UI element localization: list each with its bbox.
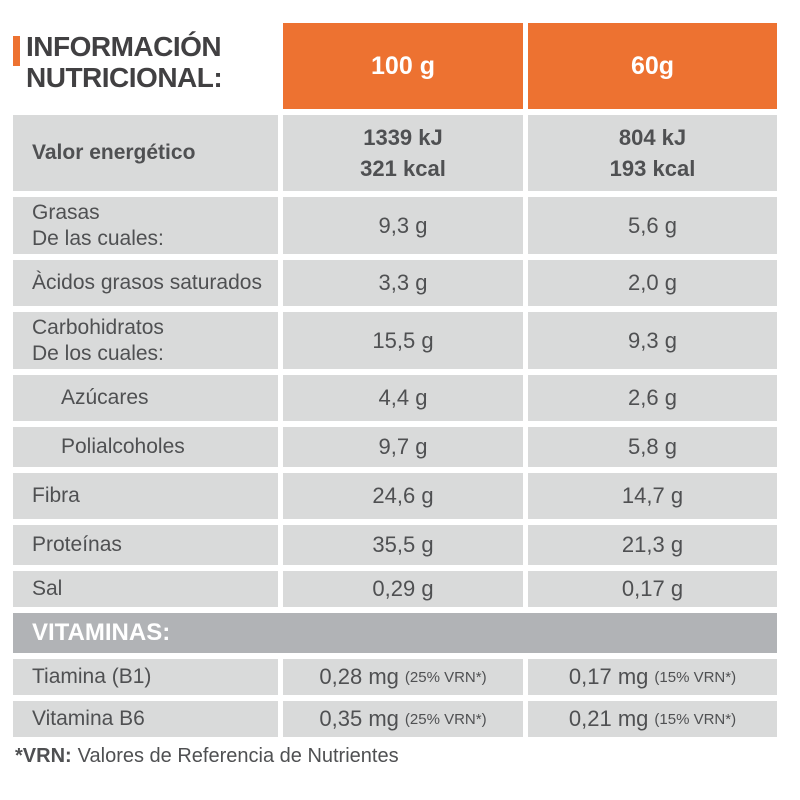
row-b6-value-100g: 0,35 mg (25% VRN*) <box>283 701 523 737</box>
row-salt-value-100g: 0,29 g <box>283 571 523 607</box>
thiamine-60g-vrn: (15% VRN*) <box>654 668 737 686</box>
table-row-vitamin-b6: Vitamina B6 0,35 mg (25% VRN*) 0,21 mg (… <box>13 701 777 737</box>
row-protein-label: Proteínas <box>13 525 278 565</box>
row-carbs-value-60g: 9,3 g <box>528 312 777 369</box>
energy-100g-kcal: 321 kcal <box>360 156 446 181</box>
row-protein-value-100g: 35,5 g <box>283 525 523 565</box>
footnote-text: Valores de Referencia de Nutrientes <box>77 745 399 767</box>
table-row-fats: Grasas De las cuales: 9,3 g 5,6 g <box>13 197 777 254</box>
fats-label-line2: De las cuales: <box>32 226 164 250</box>
table-row-sugars: Azúcares 4,4 g 2,6 g <box>13 375 777 421</box>
row-thiamine-label: Tiamina (B1) <box>13 659 278 695</box>
row-polyols-label: Polialcoholes <box>13 427 278 467</box>
table-header: INFORMACIÓN NUTRICIONAL: 100 g 60g <box>13 23 777 109</box>
accent-bar-icon <box>13 36 20 66</box>
footnote-abbrev: *VRN: <box>15 745 72 767</box>
fats-label-line1: Grasas <box>32 200 100 224</box>
title-line-2: NUTRICIONAL: <box>26 62 223 93</box>
nutrition-table: Valor energético 1339 kJ 321 kcal 804 kJ… <box>13 115 777 743</box>
row-energy-label: Valor energético <box>13 115 278 191</box>
table-row-thiamine: Tiamina (B1) 0,28 mg (25% VRN*) 0,17 mg … <box>13 659 777 695</box>
column-header-100g: 100 g <box>283 23 523 109</box>
row-carbs-label: Carbohidratos De los cuales: <box>13 312 278 369</box>
energy-60g-kj: 804 kJ <box>618 125 687 150</box>
row-b6-value-60g: 0,21 mg (15% VRN*) <box>528 701 777 737</box>
row-fats-value-100g: 9,3 g <box>283 197 523 254</box>
title-block: INFORMACIÓN NUTRICIONAL: <box>13 23 278 109</box>
row-energy-value-60g: 804 kJ 193 kcal <box>528 115 777 191</box>
b6-60g-vrn: (15% VRN*) <box>654 710 737 728</box>
row-fats-value-60g: 5,6 g <box>528 197 777 254</box>
table-row-protein: Proteínas 35,5 g 21,3 g <box>13 525 777 565</box>
energy-60g-kcal: 193 kcal <box>609 156 696 181</box>
thiamine-100g-amount: 0,28 mg <box>319 664 399 689</box>
carbs-label-line2: De los cuales: <box>32 341 164 365</box>
thiamine-100g-vrn: (25% VRN*) <box>404 668 487 686</box>
row-polyols-value-60g: 5,8 g <box>528 427 777 467</box>
carbs-label-line1: Carbohidratos <box>32 315 164 339</box>
column-header-60g: 60g <box>528 23 777 109</box>
row-salt-value-60g: 0,17 g <box>528 571 777 607</box>
table-row-saturated: Àcidos grasos saturados 3,3 g 2,0 g <box>13 260 777 306</box>
table-row-salt: Sal 0,29 g 0,17 g <box>13 571 777 607</box>
row-polyols-value-100g: 9,7 g <box>283 427 523 467</box>
vrn-footnote: *VRN: Valores de Referencia de Nutrientes <box>15 745 399 768</box>
table-row-polyols: Polialcoholes 9,7 g 5,8 g <box>13 427 777 467</box>
table-row-carbs: Carbohidratos De los cuales: 15,5 g 9,3 … <box>13 312 777 369</box>
row-sugars-label: Azúcares <box>13 375 278 421</box>
row-thiamine-value-60g: 0,17 mg (15% VRN*) <box>528 659 777 695</box>
row-protein-value-60g: 21,3 g <box>528 525 777 565</box>
row-fiber-value-100g: 24,6 g <box>283 473 523 519</box>
title-line-1: INFORMACIÓN <box>26 31 222 62</box>
row-fats-label: Grasas De las cuales: <box>13 197 278 254</box>
row-energy-value-100g: 1339 kJ 321 kcal <box>283 115 523 191</box>
row-carbs-value-100g: 15,5 g <box>283 312 523 369</box>
thiamine-60g-amount: 0,17 mg <box>568 664 649 689</box>
b6-60g-amount: 0,21 mg <box>568 706 649 731</box>
row-saturated-label: Àcidos grasos saturados <box>13 260 278 306</box>
page-title: INFORMACIÓN NUTRICIONAL: <box>26 31 223 93</box>
row-sugars-value-60g: 2,6 g <box>528 375 777 421</box>
vitamins-section-header: VITAMINAS: <box>13 613 777 653</box>
row-fiber-label: Fibra <box>13 473 278 519</box>
row-saturated-value-60g: 2,0 g <box>528 260 777 306</box>
row-sugars-value-100g: 4,4 g <box>283 375 523 421</box>
b6-100g-vrn: (25% VRN*) <box>404 710 487 728</box>
row-saturated-value-100g: 3,3 g <box>283 260 523 306</box>
row-salt-label: Sal <box>13 571 278 607</box>
energy-100g-kj: 1339 kJ <box>363 125 443 150</box>
table-row-fiber: Fibra 24,6 g 14,7 g <box>13 473 777 519</box>
row-b6-label: Vitamina B6 <box>13 701 278 737</box>
row-fiber-value-60g: 14,7 g <box>528 473 777 519</box>
row-thiamine-value-100g: 0,28 mg (25% VRN*) <box>283 659 523 695</box>
table-row-energy: Valor energético 1339 kJ 321 kcal 804 kJ… <box>13 115 777 191</box>
b6-100g-amount: 0,35 mg <box>319 706 399 731</box>
